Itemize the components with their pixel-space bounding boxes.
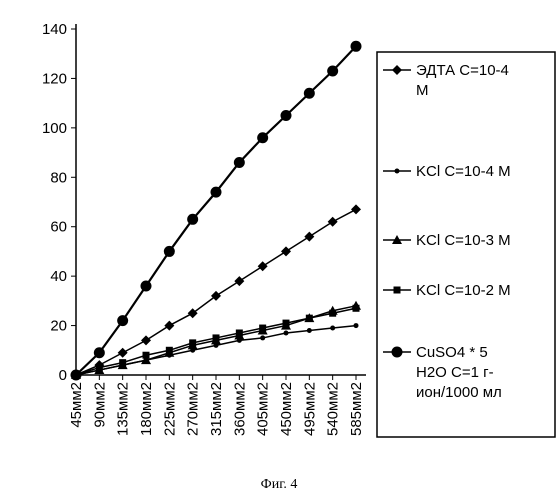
series-4-point [119, 359, 126, 366]
x-tick-label: 495мм2 [301, 382, 318, 436]
series-1-point [258, 261, 268, 271]
series-5-point [94, 347, 105, 358]
series-5-point [211, 187, 222, 198]
series-2-point [307, 328, 312, 333]
series-4-point [189, 339, 196, 346]
legend-marker [395, 169, 400, 174]
legend-label: KCl С=10-2 М [416, 282, 511, 299]
series-5-point [141, 281, 152, 292]
series-1-point [304, 232, 314, 242]
x-tick-label: 360мм2 [231, 382, 248, 436]
series-4-point [96, 364, 103, 371]
legend: ЭДТА С=10-4 М KCl С=10-4 М KCl С=10-3 М KCl … [377, 52, 555, 437]
x-tick-label: 180мм2 [138, 382, 155, 436]
series-5-point [164, 246, 175, 257]
series-1-point [141, 335, 151, 345]
series-4-point [213, 334, 220, 341]
y-tick-label: 20 [50, 318, 67, 335]
x-tick-label: 540мм2 [325, 382, 342, 436]
y-tick-label: 0 [59, 367, 67, 384]
x-tick-label: 315мм2 [208, 382, 225, 436]
plot-area: 0 20 40 60 80 100 120 140 45мм2 90мм2 135мм2 180мм2… [42, 21, 366, 436]
x-tick-label: 405мм2 [255, 382, 272, 436]
legend-label: М [416, 82, 429, 99]
x-tick-label: 225мм2 [161, 382, 178, 436]
legend-label: KCl С=10-3 М [416, 232, 511, 249]
series-4-point [143, 352, 150, 359]
x-tick-label: 270мм2 [185, 382, 202, 436]
y-tick-label: 60 [50, 219, 67, 236]
chart: 0 20 40 60 80 100 120 140 45мм2 90мм2 135мм2 180мм2… [0, 0, 558, 478]
series-2-point [260, 335, 265, 340]
legend-label: KCl С=10-4 М [416, 163, 511, 180]
series-5-point [257, 132, 268, 143]
series-2-point [354, 323, 359, 328]
y-tick-label: 120 [42, 70, 67, 87]
series-1-point [281, 246, 291, 256]
x-tick-label: 585мм2 [348, 382, 365, 436]
series-5-point [234, 157, 245, 168]
series-5-point [351, 41, 362, 52]
series-5-point [71, 370, 82, 381]
legend-marker [394, 287, 401, 294]
x-tick-label: 90мм2 [91, 382, 108, 428]
series-4-point [259, 325, 266, 332]
x-tick-label: 135мм2 [115, 382, 132, 436]
series-4-point [306, 315, 313, 322]
y-tick-label: 40 [50, 268, 67, 285]
legend-label: ЭДТА С=10-4 [416, 62, 509, 79]
series-2-point [284, 330, 289, 335]
series-5-point [327, 66, 338, 77]
series-1-point [118, 348, 128, 358]
legend-label: ион/1000 мл [416, 384, 502, 401]
series-4-point [353, 305, 360, 312]
series-5-point [281, 110, 292, 121]
x-tick-label: 45мм2 [68, 382, 85, 428]
series-1-point [328, 217, 338, 227]
legend-label: CuSO4 * 5 [416, 344, 488, 361]
y-tick-label: 100 [42, 120, 67, 137]
legend-marker [392, 347, 403, 358]
legend-label: H2O С=1 г- [416, 364, 494, 381]
series-5-point [304, 88, 315, 99]
x-tick-label: 450мм2 [278, 382, 295, 436]
series-5-point [117, 315, 128, 326]
series-4-point [329, 310, 336, 317]
figure-caption: Фиг. 4 [0, 477, 558, 493]
series-1-point [351, 204, 361, 214]
series-4-point [236, 329, 243, 336]
series-4-point [166, 347, 173, 354]
series-1-point [164, 321, 174, 331]
series-4-point [283, 320, 290, 327]
series-1-point [234, 276, 244, 286]
series-2-point [330, 326, 335, 331]
series-line-2 [76, 326, 356, 375]
series-5-point [187, 214, 198, 225]
y-tick-label: 140 [42, 21, 67, 38]
y-tick-label: 80 [50, 169, 67, 186]
